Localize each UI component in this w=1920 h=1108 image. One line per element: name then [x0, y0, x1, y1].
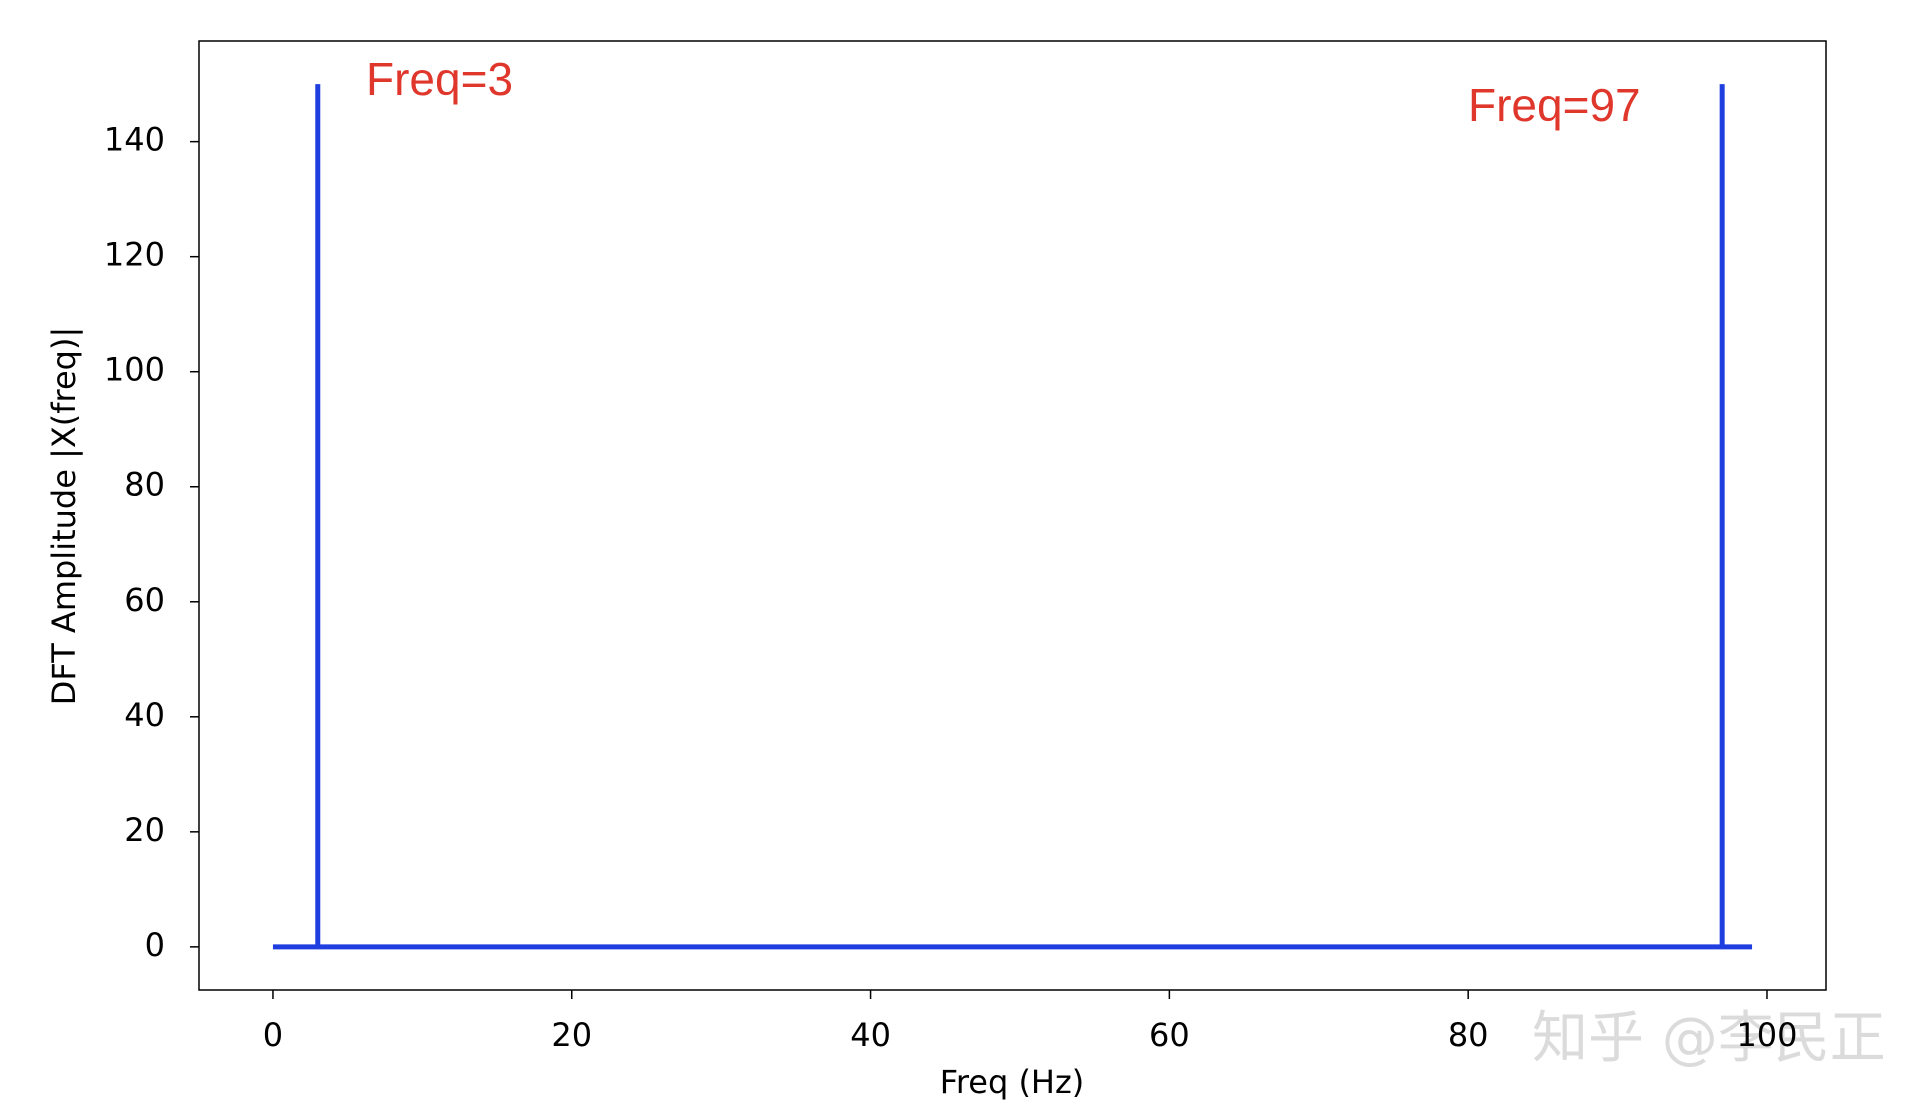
x-tick-label: 60 — [1149, 1016, 1190, 1054]
y-tick-label: 80 — [124, 466, 165, 504]
x-tick-label: 20 — [551, 1016, 592, 1054]
x-tick-label: 80 — [1448, 1016, 1489, 1054]
plot-frame — [198, 40, 1827, 991]
y-axis-label: DFT Amplitude |X(freq)| — [45, 327, 83, 706]
y-tick-label: 140 — [104, 121, 165, 159]
y-tick-label: 20 — [124, 811, 165, 849]
watermark: 知乎 @李民正 — [1532, 1006, 1886, 1071]
y-tick-label: 40 — [124, 696, 165, 734]
y-tick-label: 0 — [145, 926, 165, 964]
x-tick-label: 0 — [263, 1016, 283, 1054]
x-tick-label: 100 — [1736, 1016, 1797, 1054]
y-tick-label: 100 — [104, 351, 165, 389]
annotation: Freq=97 — [1468, 79, 1641, 131]
x-axis-label: Freq (Hz) — [940, 1063, 1085, 1101]
annotation: Freq=3 — [366, 53, 513, 105]
y-tick-label: 120 — [104, 236, 165, 274]
x-tick-label: 40 — [850, 1016, 891, 1054]
y-tick-label: 60 — [124, 581, 165, 619]
